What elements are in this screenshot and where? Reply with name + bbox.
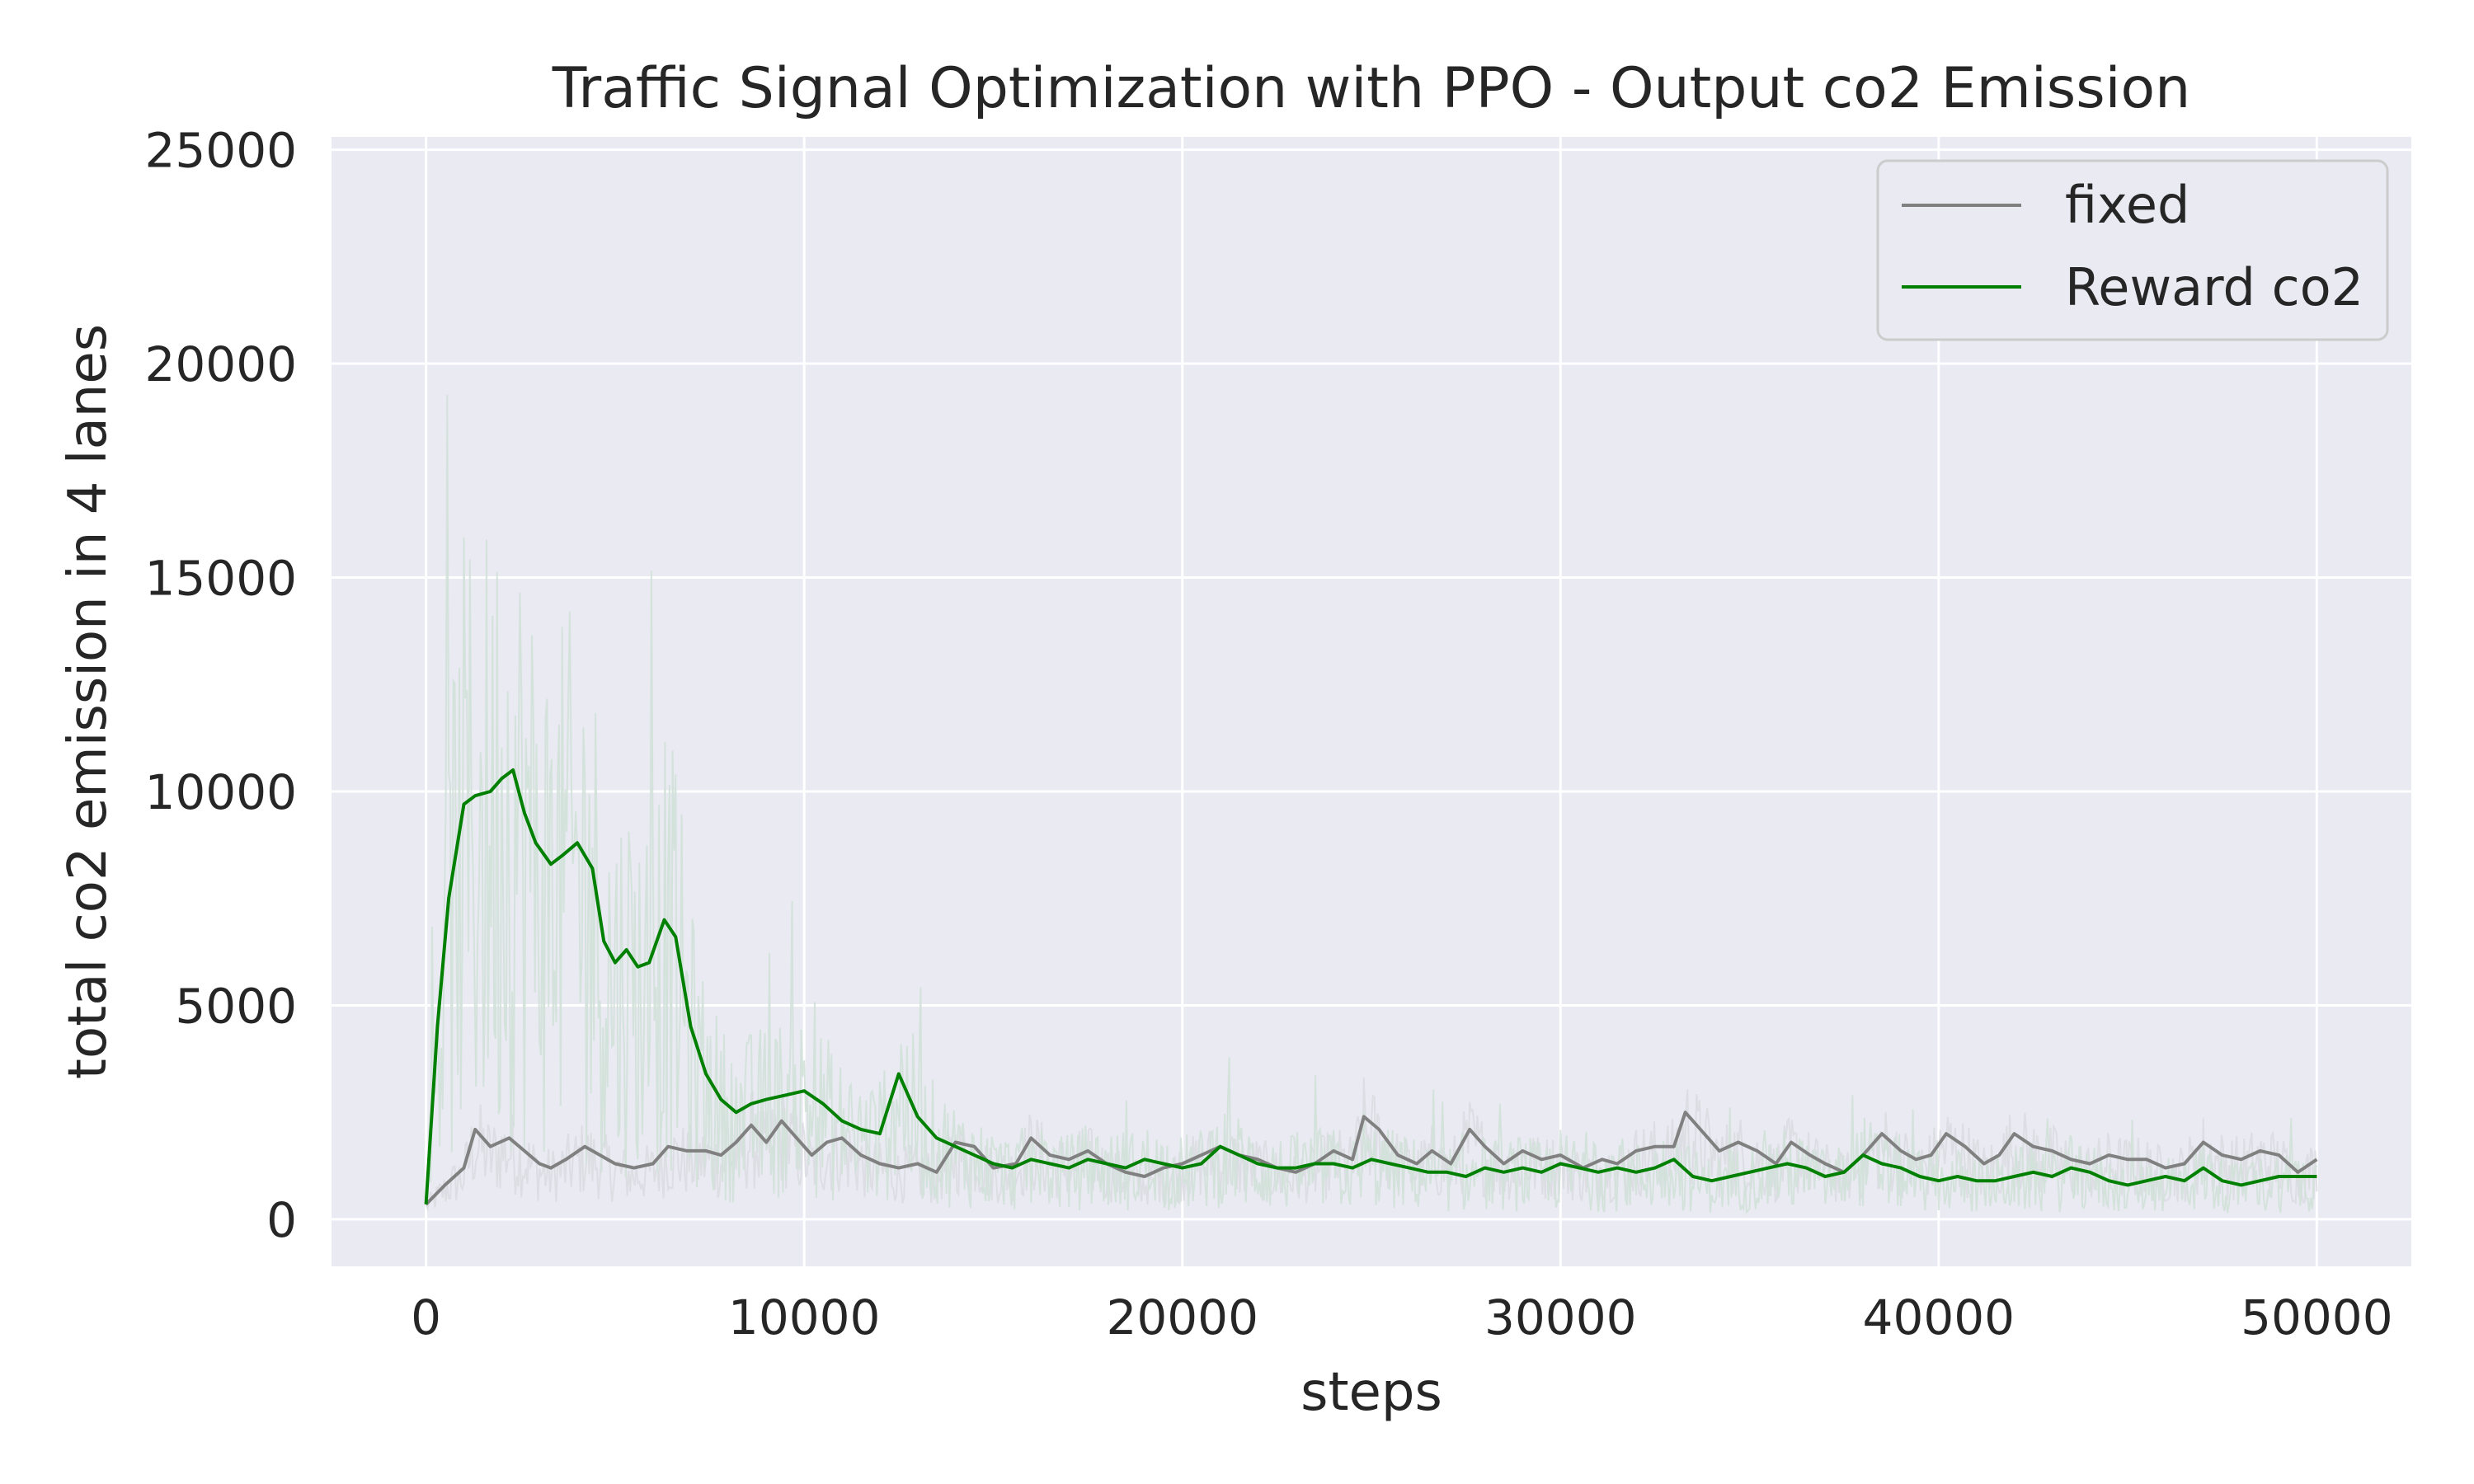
x-tick-label: 30000 bbox=[1484, 1289, 1637, 1345]
x-tick-label: 40000 bbox=[1863, 1289, 2015, 1345]
raw-traces bbox=[425, 394, 2318, 1214]
raw-trace-fixed bbox=[425, 1078, 2318, 1213]
x-tick-labels: 0 10000 20000 30000 40000 50000 bbox=[411, 1289, 2392, 1345]
y-tick-label: 5000 bbox=[175, 978, 297, 1034]
x-tick-label: 50000 bbox=[2241, 1289, 2393, 1345]
series-line-reward-co2 bbox=[424, 768, 2317, 1205]
legend-label-fixed: fixed bbox=[2065, 175, 2189, 235]
x-tick-label: 0 bbox=[411, 1289, 441, 1345]
chart-title: Traffic Signal Optimization with PPO - O… bbox=[552, 56, 2190, 121]
y-tick-label: 10000 bbox=[144, 764, 297, 820]
y-tick-label: 20000 bbox=[144, 336, 297, 392]
raw-trace-reward-co2 bbox=[425, 394, 2318, 1214]
series-lines bbox=[424, 768, 2318, 1206]
y-tick-label: 25000 bbox=[144, 123, 297, 179]
x-tick-label: 20000 bbox=[1106, 1289, 1258, 1345]
y-tick-labels: 0 5000 10000 15000 20000 25000 bbox=[144, 123, 297, 1248]
y-tick-label: 15000 bbox=[144, 551, 297, 607]
legend: fixed Reward co2 bbox=[1876, 159, 2389, 341]
legend-label-reward-co2: Reward co2 bbox=[2065, 257, 2363, 317]
x-tick-label: 10000 bbox=[728, 1289, 881, 1345]
grid-lines bbox=[332, 137, 2411, 1266]
y-axis-label: total co2 emission in 4 lanes bbox=[58, 324, 119, 1079]
x-axis-label: steps bbox=[1300, 1362, 1442, 1423]
series-line-fixed bbox=[425, 1111, 2318, 1206]
y-tick-label: 0 bbox=[266, 1192, 297, 1248]
